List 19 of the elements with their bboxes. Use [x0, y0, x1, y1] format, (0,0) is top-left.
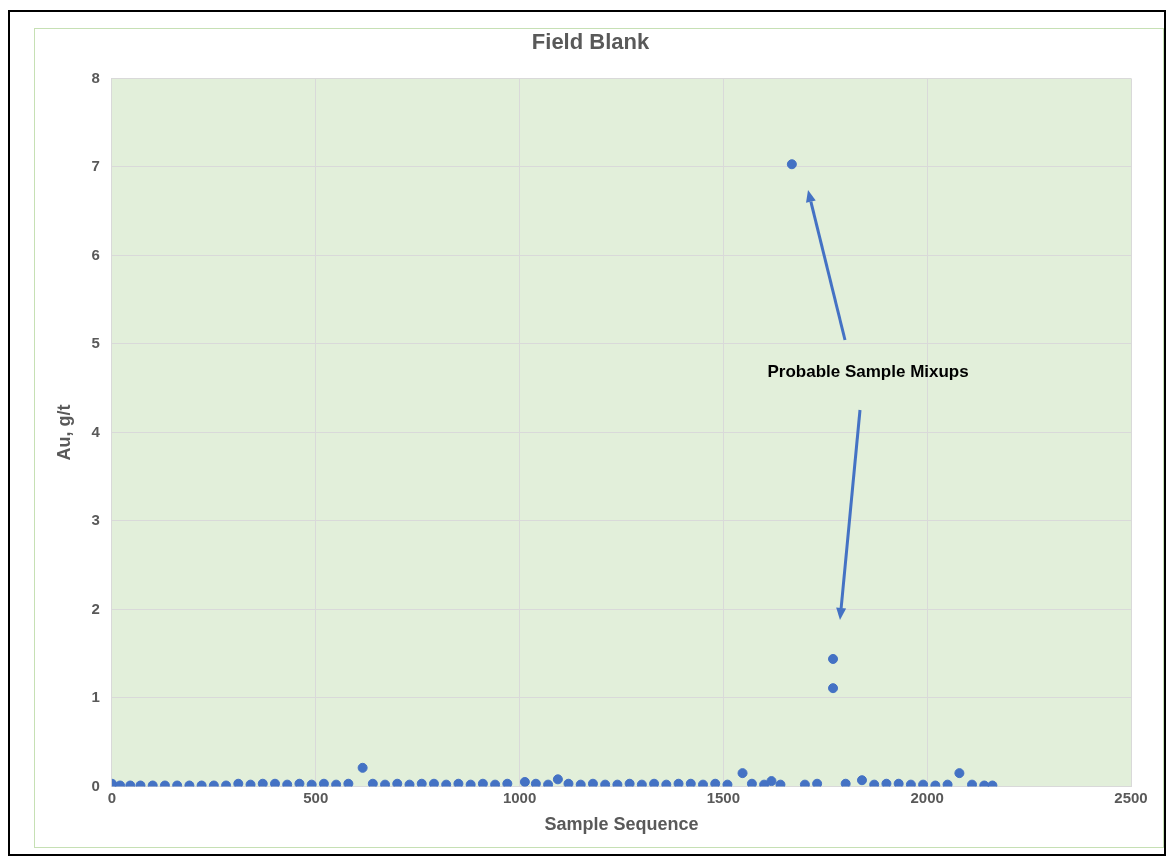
y-tick-label: 1 — [91, 688, 100, 706]
x-tick-label: 1500 — [706, 788, 741, 806]
x-axis-title: Sample Sequence — [544, 814, 699, 835]
chart-title: Field Blank — [531, 29, 650, 55]
y-tick-label: 7 — [91, 157, 100, 175]
y-tick-label: 8 — [91, 68, 100, 86]
x-tick-label: 500 — [303, 788, 329, 806]
x-tick-label: 2000 — [910, 788, 944, 806]
y-tick-label: 4 — [91, 422, 101, 440]
y-tick-label: 3 — [91, 511, 100, 529]
y-tick-label: 0 — [91, 776, 100, 794]
y-tick-label: 2 — [91, 599, 100, 617]
y-tick-label: 5 — [91, 334, 100, 352]
x-tick-label: 1000 — [502, 788, 537, 806]
y-axis-title: Au, g/t — [53, 404, 74, 461]
y-tick-label: 6 — [91, 245, 100, 263]
x-tick-label: 2500 — [1114, 788, 1148, 806]
x-tick-label: 0 — [107, 788, 117, 806]
annotation: Probable Sample Mixups — [767, 361, 969, 381]
